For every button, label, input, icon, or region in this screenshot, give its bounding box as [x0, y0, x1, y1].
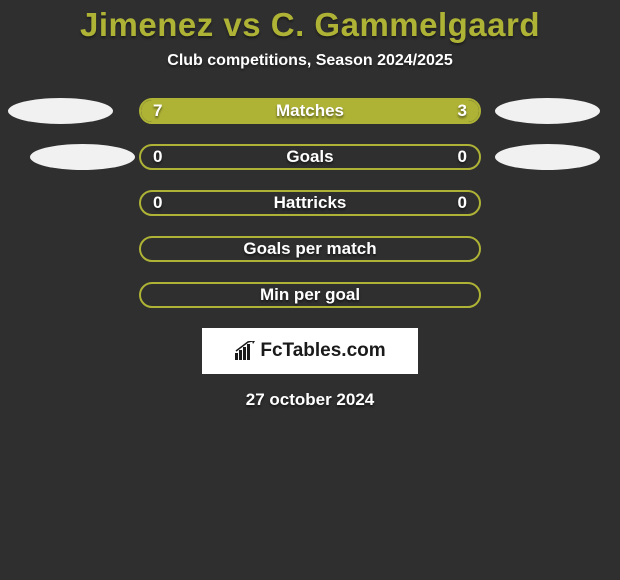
player-photo-left: [30, 144, 135, 170]
subtitle: Club competitions, Season 2024/2025: [167, 52, 452, 70]
stat-bar: Goals per match: [139, 236, 481, 262]
stat-bar: 7 3 Matches: [139, 98, 481, 124]
title: Jimenez vs C. Gammelgaard: [80, 6, 540, 44]
stat-row: 0 0 Hattricks: [0, 190, 620, 216]
player-photo-right: [495, 144, 600, 170]
stat-row: 0 0 Goals: [0, 144, 620, 170]
stat-label: Min per goal: [260, 285, 360, 305]
stat-value-left: 7: [153, 101, 162, 121]
stat-label: Goals per match: [243, 239, 376, 259]
stat-bar: 0 0 Hattricks: [139, 190, 481, 216]
stat-label: Goals: [286, 147, 333, 167]
stat-row: Goals per match: [0, 236, 620, 262]
chart-icon: [234, 341, 256, 361]
stat-bar: Min per goal: [139, 282, 481, 308]
stat-value-left: 0: [153, 147, 162, 167]
stat-label: Matches: [276, 101, 344, 121]
stat-value-right: 0: [458, 193, 467, 213]
date: 27 october 2024: [246, 390, 375, 410]
stat-value-left: 0: [153, 193, 162, 213]
logo-text: FcTables.com: [260, 340, 385, 362]
player-photo-left: [8, 98, 113, 124]
logo-box[interactable]: FcTables.com: [202, 328, 418, 374]
stat-value-right: 3: [458, 101, 467, 121]
comparison-card: Jimenez vs C. Gammelgaard Club competiti…: [0, 0, 620, 410]
stat-bar: 0 0 Goals: [139, 144, 481, 170]
stat-row: Min per goal: [0, 282, 620, 308]
stat-value-right: 0: [458, 147, 467, 167]
stats-block: 7 3 Matches 0 0 Goals 0 0 Hattricks Goals per mat…: [0, 98, 620, 308]
player-photo-right: [495, 98, 600, 124]
stat-row: 7 3 Matches: [0, 98, 620, 124]
stat-label: Hattricks: [274, 193, 347, 213]
